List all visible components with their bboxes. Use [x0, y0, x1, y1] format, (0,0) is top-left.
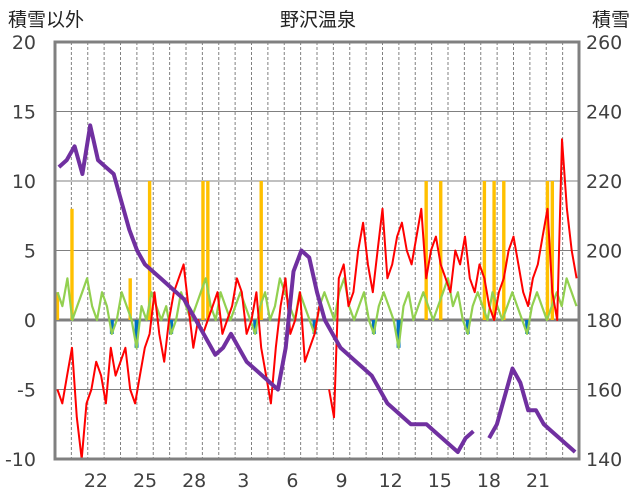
precip-bar — [492, 181, 496, 320]
precipitation-bars — [55, 181, 555, 348]
chart-title: 野沢温泉 — [280, 9, 356, 31]
x-tick-label: 18 — [477, 470, 501, 492]
precip-bar — [259, 181, 263, 320]
right-tick-label: 180 — [586, 310, 622, 332]
x-tick-label: 22 — [84, 470, 108, 492]
left-tick-label: 5 — [24, 241, 36, 263]
temp-below-zero-bar — [109, 320, 114, 334]
temp-below-zero-bar — [169, 320, 174, 334]
x-tick-label: 12 — [379, 470, 403, 492]
x-tick-label: 9 — [336, 470, 348, 492]
temp-below-zero-bar — [253, 320, 258, 334]
temp-below-zero-bar — [465, 320, 470, 334]
temp-below-zero-bar — [396, 320, 401, 348]
temp-below-zero-bar — [525, 320, 530, 334]
right-tick-label: 240 — [586, 102, 622, 124]
temp-below-zero-bar — [371, 320, 376, 334]
x-tick-label: 21 — [526, 470, 550, 492]
right-tick-label: 220 — [586, 171, 622, 193]
gridlines — [55, 42, 579, 459]
x-tick-label: 25 — [133, 470, 157, 492]
precip-bar — [206, 181, 210, 320]
left-tick-label: -10 — [5, 449, 36, 471]
precip-bar — [70, 208, 74, 320]
left-axis-label: 積雪以外 — [8, 9, 84, 31]
left-tick-label: 0 — [24, 310, 36, 332]
left-tick-label: 15 — [12, 102, 36, 124]
x-tick-label: 3 — [237, 470, 249, 492]
precip-bar — [545, 181, 550, 320]
x-tick-label: 28 — [182, 470, 206, 492]
plot-frame — [53, 40, 581, 461]
left-tick-label: 20 — [12, 32, 36, 54]
precip-bar — [482, 181, 487, 320]
left-tick-label: -5 — [17, 380, 36, 402]
precip-bar — [201, 181, 205, 320]
x-tick-label: 6 — [286, 470, 298, 492]
precip-bar — [424, 181, 428, 320]
precip-bar — [128, 278, 132, 320]
axes: 20 15 10 5 0 -5 -10 260 240 220 200 180 160 140 22 25 28… — [5, 32, 622, 492]
temp-below-zero-bar — [312, 320, 317, 334]
series-lines — [56, 123, 578, 460]
precip-bar — [439, 181, 443, 320]
x-tick-label: 15 — [428, 470, 452, 492]
precip-bar — [550, 181, 555, 320]
precip-bar — [55, 292, 60, 320]
precip-bar — [502, 181, 506, 320]
right-tick-label: 160 — [586, 380, 622, 402]
precip-bar — [147, 181, 152, 320]
right-axis-label: 積雪 — [592, 9, 630, 31]
right-tick-label: 140 — [586, 449, 622, 471]
left-tick-label: 10 — [12, 171, 36, 193]
right-tick-label: 200 — [586, 241, 622, 263]
temp-below-zero-bar — [134, 320, 139, 348]
right-tick-label: 260 — [586, 32, 622, 54]
snow-depth-line — [57, 123, 577, 454]
